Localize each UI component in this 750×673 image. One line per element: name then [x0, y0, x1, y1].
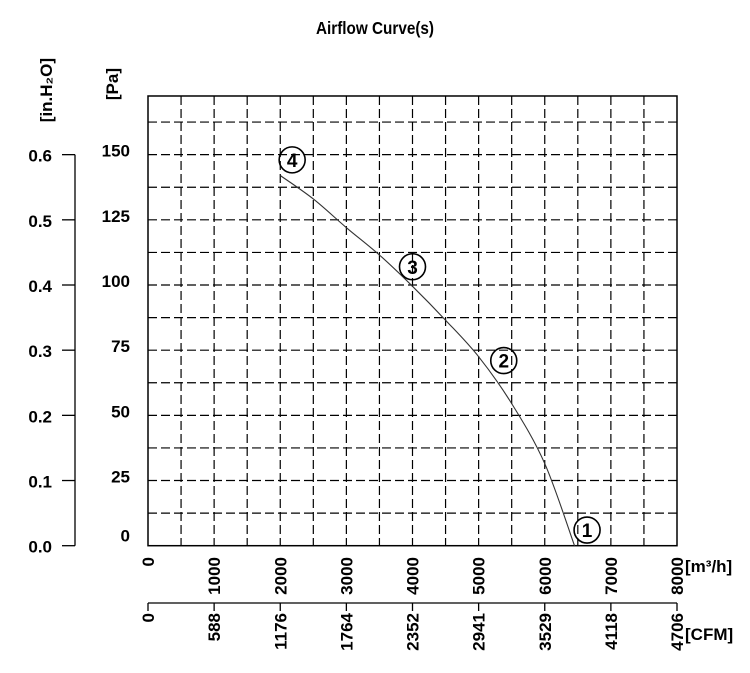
y-tick-label: 50	[111, 402, 130, 421]
x-tick-label-secondary: 2352	[404, 613, 423, 651]
y-tick-label-secondary: 0.3	[28, 342, 52, 361]
y-tick-label-secondary: 0.1	[28, 473, 52, 492]
marker-label: 4	[287, 151, 298, 172]
y-tick-label-secondary: 0.6	[28, 147, 52, 166]
y-tick-label: 100	[102, 272, 130, 291]
marker-label: 2	[498, 352, 509, 373]
x-tick-label-secondary: 1176	[271, 613, 290, 650]
x-tick-label-secondary: 3529	[536, 613, 555, 651]
y-axis-label-secondary: [in.H₂O]	[37, 58, 56, 122]
marker-circle	[398, 252, 427, 281]
marker-label: 3	[407, 258, 418, 279]
x-tick-label: 5000	[470, 557, 489, 595]
x-tick-label-secondary: 4706	[668, 613, 687, 651]
y-tick-label: 125	[102, 207, 130, 226]
y-tick-label-secondary: 0.2	[28, 407, 52, 426]
x-tick-label: 4000	[404, 557, 423, 595]
y-tick-label-secondary: 0.5	[28, 212, 52, 231]
y-tick-label: 150	[102, 142, 130, 161]
x-tick-label: 1000	[205, 557, 224, 595]
x-tick-label-secondary: 4118	[602, 613, 621, 650]
marker-circle	[489, 346, 518, 375]
marker-label: 1	[582, 521, 593, 542]
y-tick-label-secondary: 0.0	[28, 538, 52, 557]
marker-circle	[278, 146, 306, 174]
x-tick-label: 8000	[668, 557, 687, 595]
airflow-curve	[279, 175, 576, 546]
x-tick-label-secondary: 0	[139, 613, 158, 622]
x-tick-label: 3000	[337, 557, 356, 595]
marker-circle	[573, 516, 601, 544]
plot-frame	[147, 95, 678, 547]
x-tick-label: 6000	[536, 557, 555, 595]
y-tick-label: 25	[111, 468, 130, 487]
x-tick-label: 7000	[602, 557, 621, 595]
x-tick-label-secondary: 588	[205, 613, 224, 641]
y-axis-label: [Pa]	[103, 68, 122, 100]
grid	[148, 95, 677, 546]
y-tick-label: 0	[121, 527, 130, 546]
curve-markers: 1 2 3 4	[278, 146, 601, 544]
axes	[62, 95, 678, 611]
chart-title: Airflow Curve(s)	[316, 18, 434, 38]
y-tick-label: 75	[111, 337, 130, 356]
x-axis-label-secondary: [CFM]	[685, 625, 733, 644]
x-tick-label-secondary: 1764	[337, 612, 356, 650]
series	[279, 175, 576, 546]
x-axis-label: [m³/h]	[685, 557, 732, 576]
y-tick-label-secondary: 0.4	[28, 277, 52, 296]
x-tick-label: 2000	[271, 557, 290, 595]
x-tick-label-secondary: 2941	[470, 613, 489, 651]
x-tick-label: 0	[139, 557, 158, 566]
